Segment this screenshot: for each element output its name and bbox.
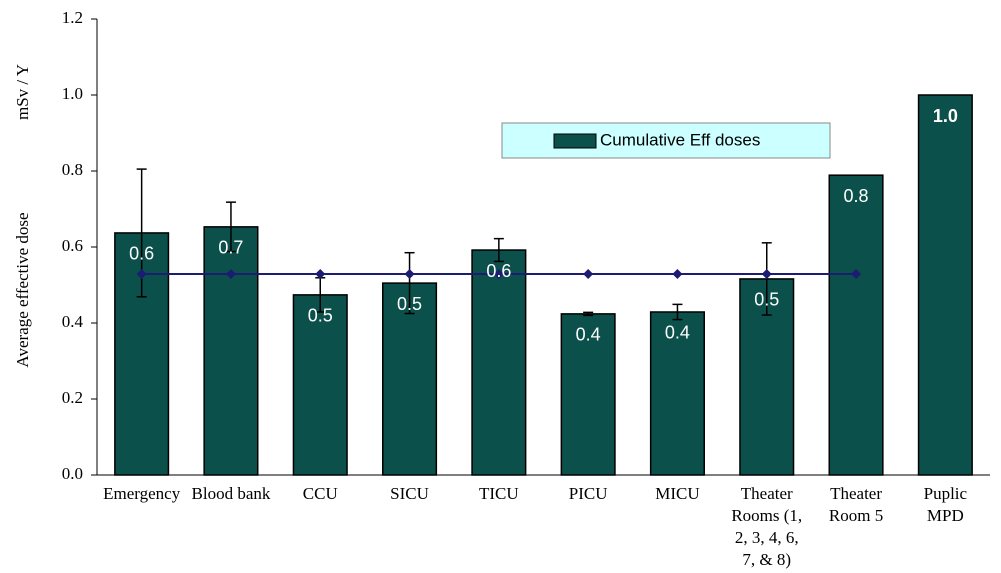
line-marker	[672, 268, 683, 279]
data-label: 1.0	[933, 106, 958, 126]
data-label: 0.6	[486, 261, 511, 281]
error-bar	[493, 237, 504, 263]
x-tick-label: Theater Rooms (1, 2, 3, 4, 6, 7, & 8)	[731, 484, 802, 569]
line-marker	[761, 268, 772, 279]
y-tick-label: 0.6	[62, 236, 83, 255]
bar	[471, 249, 527, 476]
bar	[292, 294, 348, 476]
bar	[203, 226, 259, 476]
error-bar	[225, 201, 236, 253]
x-tick-label: Theater Room 5	[829, 484, 883, 525]
data-label: 0.5	[754, 290, 779, 310]
legend-swatch	[553, 133, 597, 149]
data-label: 0.6	[129, 244, 154, 264]
bar	[828, 174, 884, 476]
y-tick-label: 0.2	[62, 388, 83, 407]
error-bar	[672, 303, 683, 321]
legend-label: Cumulative Eff doses	[600, 130, 760, 149]
data-label: 0.8	[844, 186, 869, 206]
legend: Cumulative Eff doses	[501, 122, 831, 159]
data-label: 0.7	[218, 238, 243, 258]
x-tick-label: Emergency	[103, 484, 181, 503]
x-tick-label: Blood bank	[192, 484, 271, 503]
bar	[917, 94, 973, 476]
error-bar	[583, 311, 594, 317]
x-tick-label: TICU	[479, 484, 519, 503]
y-tick-label: 1.0	[62, 84, 83, 103]
x-tick-label: PICU	[569, 484, 608, 503]
y-tick-label: 0.4	[62, 312, 84, 331]
line-marker	[851, 268, 862, 279]
x-tick-label: Puplic MPD	[924, 484, 968, 525]
bar	[649, 311, 705, 476]
data-label: 0.4	[576, 325, 601, 345]
x-tick-label: CCU	[303, 484, 338, 503]
line-marker	[136, 268, 147, 279]
data-label: 0.4	[665, 323, 690, 343]
line-marker	[583, 268, 594, 279]
y-tick-label: 0.0	[62, 464, 83, 483]
data-label: 0.5	[397, 294, 422, 314]
line-marker	[493, 268, 504, 279]
error-bar	[404, 251, 415, 315]
y-tick-label: 1.2	[62, 8, 83, 27]
x-tick-label: MICU	[655, 484, 699, 503]
line-marker	[404, 268, 415, 279]
data-label: 0.5	[308, 306, 333, 326]
line-marker	[225, 268, 236, 279]
y-tick-label: 0.8	[62, 160, 83, 179]
y-axis-label: Average effective dose	[13, 212, 32, 367]
bar	[560, 313, 616, 476]
line-marker	[315, 268, 326, 279]
y-axis-unit: mSv / Y	[13, 64, 32, 120]
x-tick-label: SICU	[390, 484, 429, 503]
